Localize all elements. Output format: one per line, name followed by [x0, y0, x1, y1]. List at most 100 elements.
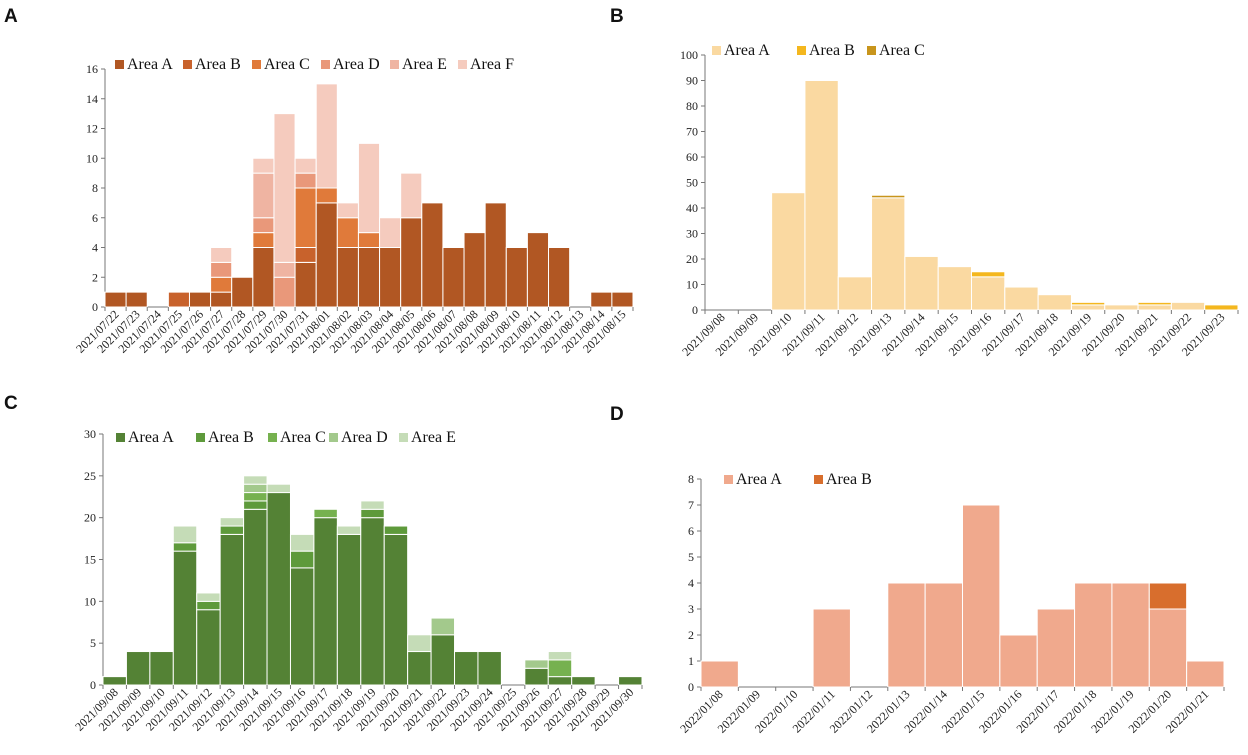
y-tick-label: 5 — [688, 550, 694, 564]
bar-c-area-e — [243, 475, 268, 485]
bar-c-area-a — [243, 508, 268, 686]
bar-a-area-a — [421, 202, 444, 308]
bar-a-area-f — [315, 83, 338, 189]
bar-c-area-a — [407, 651, 432, 686]
bar-d-area-a — [1036, 608, 1076, 688]
bar-a-area-a — [104, 291, 127, 308]
bar-a-area-a — [526, 232, 550, 308]
bar-c-area-b — [383, 525, 409, 535]
legend-swatch-c — [116, 433, 125, 442]
bar-c-area-b — [243, 500, 268, 510]
legend-label-c: Area E — [411, 429, 456, 446]
legend-label-a: Area E — [402, 56, 447, 73]
y-tick-label: 1 — [688, 654, 694, 668]
y-tick-label: 0 — [90, 678, 96, 692]
bar-c-area-c — [243, 492, 268, 502]
legend-swatch-b — [712, 46, 721, 55]
y-tick-label: 20 — [686, 252, 698, 266]
bar-c-area-a — [360, 517, 385, 686]
bar-b-area-b — [1204, 304, 1239, 311]
bar-c-area-a — [477, 651, 502, 686]
y-tick-label: 0 — [688, 680, 694, 694]
bar-a-area-a — [125, 291, 148, 308]
legend-swatch-c — [329, 433, 338, 442]
y-tick-label: 4 — [92, 241, 98, 255]
panel-label-d: D — [610, 404, 624, 425]
bar-c-area-a — [172, 550, 198, 686]
y-tick-label: 2 — [688, 628, 694, 642]
bar-a-area-e — [252, 172, 275, 219]
bar-a-area-d — [252, 217, 275, 234]
legend-swatch-a — [321, 60, 330, 69]
y-tick-label: 30 — [84, 427, 96, 441]
bar-a-area-a — [231, 276, 254, 308]
bar-b-area-b — [971, 271, 1006, 278]
legend-label-a: Area A — [127, 56, 173, 73]
bar-c-area-a — [196, 609, 221, 686]
legend-label-a: Area F — [470, 56, 514, 73]
bar-a-area-f — [379, 217, 402, 248]
bar-a-area-a — [210, 291, 233, 308]
y-tick-label: 20 — [84, 511, 96, 525]
bar-a-area-c — [294, 187, 317, 248]
bar-c-area-a — [266, 492, 291, 686]
bar-c-area-e — [360, 500, 385, 510]
bar-c-area-e — [196, 592, 221, 602]
y-tick-label: 0 — [92, 300, 98, 314]
bar-a-area-f — [252, 157, 275, 174]
legend-label-d: Area B — [826, 471, 872, 488]
y-tick-label: 10 — [686, 278, 698, 292]
bar-c-area-e — [289, 533, 315, 552]
bar-b-area-a — [904, 255, 939, 311]
legend-swatch-a — [458, 60, 467, 69]
bar-a-area-a — [294, 261, 317, 308]
legend-label-d: Area A — [736, 471, 782, 488]
legend-swatch-a — [390, 60, 399, 69]
legend-swatch-b — [867, 46, 876, 55]
bar-a-area-f — [336, 202, 359, 219]
y-tick-label: 90 — [686, 74, 698, 88]
bar-a-area-a — [188, 291, 212, 308]
bar-b-area-c — [871, 194, 906, 199]
legend-swatch-a — [252, 60, 261, 69]
bar-a-area-f — [357, 142, 381, 234]
bar-c-area-e — [547, 651, 573, 661]
bar-b-area-a — [1137, 304, 1172, 311]
bar-c-area-e — [407, 634, 432, 653]
y-tick-label: 25 — [84, 469, 96, 483]
y-tick-label: 80 — [686, 99, 698, 113]
bar-a-area-a — [442, 247, 465, 308]
bar-a-area-a — [315, 202, 338, 308]
legend-label-a: Area C — [264, 56, 310, 73]
bar-a-area-a — [590, 291, 613, 308]
bar-a-area-b — [294, 247, 317, 263]
legend-label-a: Area B — [195, 56, 241, 73]
legend-label-a: Area D — [333, 56, 380, 73]
y-tick-label: 0 — [692, 303, 698, 317]
bar-a-area-c — [336, 217, 359, 248]
bar-a-area-a — [548, 247, 571, 308]
bar-b-area-a — [1104, 304, 1139, 311]
bar-a-area-c — [315, 187, 338, 204]
bar-c-area-d — [430, 617, 456, 636]
bar-d-area-a — [812, 608, 851, 688]
bar-c-area-a — [430, 634, 456, 686]
bar-a-area-f — [210, 247, 233, 263]
y-tick-label: 6 — [92, 211, 98, 225]
bar-a-area-f — [294, 157, 317, 174]
bar-d-area-a — [1111, 582, 1150, 688]
bar-c-area-b — [172, 542, 198, 552]
bar-c-area-a — [219, 533, 245, 686]
bar-d-area-b — [1148, 582, 1188, 610]
bar-d-area-a — [700, 660, 739, 688]
legend-label-b: Area C — [879, 42, 925, 59]
y-tick-label: 5 — [90, 636, 96, 650]
bar-c-area-a — [618, 676, 643, 686]
bar-a-area-c — [210, 276, 233, 293]
bar-c-area-b — [219, 525, 245, 535]
bar-a-area-a — [252, 247, 275, 308]
chart-panel-d: 0123456782022/01/082022/01/092022/01/102… — [677, 471, 1225, 736]
chart-panel-a: 02468101214162021/07/222021/07/232021/07… — [73, 56, 634, 356]
bar-c-area-a — [383, 533, 409, 686]
